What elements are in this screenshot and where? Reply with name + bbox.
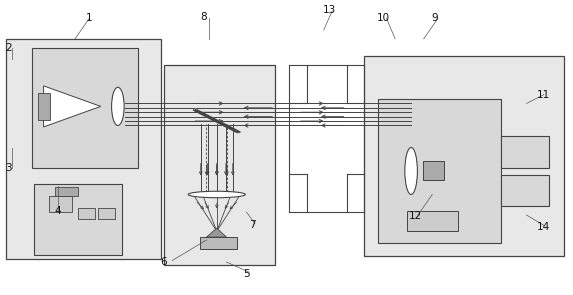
Bar (38, 93, 50, 119)
Text: 1: 1 (86, 13, 93, 23)
Text: 10: 10 (377, 13, 390, 23)
Text: 11: 11 (537, 90, 550, 100)
Text: 2: 2 (5, 43, 11, 53)
Text: 6: 6 (160, 257, 167, 267)
Ellipse shape (188, 191, 245, 198)
Text: 3: 3 (5, 163, 11, 173)
Bar (32, 48, 138, 168)
Text: 9: 9 (432, 13, 438, 23)
Text: 7: 7 (249, 220, 256, 230)
Ellipse shape (112, 87, 124, 125)
Bar (164, 65, 275, 265)
Bar (78, 208, 95, 219)
Text: 12: 12 (409, 212, 422, 222)
Text: 5: 5 (243, 269, 250, 279)
Text: 8: 8 (201, 12, 207, 22)
Bar (34, 184, 123, 255)
Text: 13: 13 (323, 4, 336, 14)
Ellipse shape (405, 148, 417, 194)
Bar (501, 176, 550, 206)
Bar (501, 136, 550, 168)
Polygon shape (206, 228, 226, 237)
Bar (49, 196, 72, 212)
Bar (98, 208, 115, 219)
Bar (378, 99, 501, 243)
Polygon shape (44, 86, 101, 127)
Bar (422, 161, 444, 180)
Text: 4: 4 (54, 206, 61, 216)
Bar (55, 187, 78, 196)
Bar (6, 39, 161, 259)
Bar (364, 56, 564, 256)
Text: 14: 14 (537, 222, 550, 232)
Bar (199, 237, 237, 249)
Bar (406, 211, 458, 231)
